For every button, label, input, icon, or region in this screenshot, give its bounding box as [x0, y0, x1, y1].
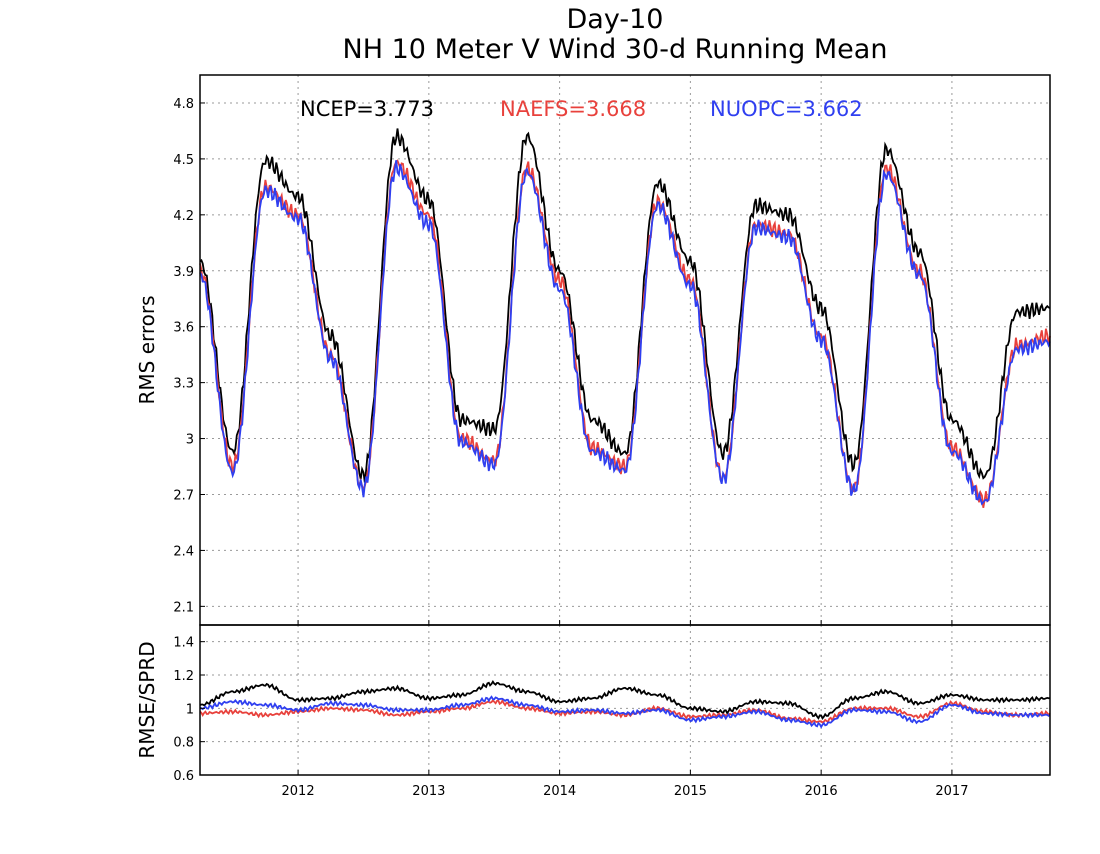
- ytick-label: 4.8: [173, 97, 194, 112]
- bottom-panel-frame: [199, 624, 1051, 776]
- ytick-label: 3.3: [173, 377, 194, 392]
- top-panel-series: [199, 128, 1051, 508]
- ytick-label: 3.6: [173, 321, 194, 336]
- top-panel-grid: [200, 75, 1050, 625]
- ytick-label: 2.4: [173, 544, 194, 559]
- series-line-nuopc-bottom: [199, 695, 1051, 729]
- ytick-label: 1.2: [173, 669, 194, 684]
- ytick-label: 1: [186, 702, 194, 717]
- xtick-label: 2016: [805, 784, 838, 799]
- bottom-ylabel: RMSE/SPRD: [135, 641, 159, 758]
- stat-ncep: NCEP=3.773: [300, 97, 434, 121]
- stat-nuopc: NUOPC=3.662: [710, 97, 863, 121]
- xtick-label: 2015: [674, 784, 707, 799]
- bottom-panel-grid: [200, 625, 1050, 776]
- axis-ticks: 2.1 2.4 2.7 3 3.3 3.6 3.9 4.2 4.5 4.8 0.6 0.8 1 1.2 1.…: [173, 97, 968, 799]
- ytick-label: 3: [186, 433, 194, 448]
- xtick-label: 2012: [282, 784, 315, 799]
- ytick-label: 4.2: [173, 209, 194, 224]
- stat-naefs: NAEFS=3.668: [500, 97, 646, 121]
- ytick-label: 4.5: [173, 153, 194, 168]
- series-line-nuopc-top: [199, 160, 1051, 506]
- series-line-naefs-top: [199, 159, 1051, 508]
- ytick-label: 0.6: [173, 769, 194, 784]
- chart-title-line1: Day-10: [567, 4, 664, 35]
- xtick-label: 2013: [412, 784, 445, 799]
- top-ylabel: RMS errors: [135, 295, 159, 404]
- ytick-label: 3.9: [173, 265, 194, 280]
- ytick-label: 2.1: [173, 600, 194, 615]
- series-line-naefs-bottom: [199, 698, 1051, 724]
- series-line-ncep-bottom: [199, 680, 1051, 720]
- chart-title-line2: NH 10 Meter V Wind 30-d Running Mean: [343, 34, 888, 65]
- ytick-label: 2.7: [173, 488, 194, 503]
- ytick-label: 1.4: [173, 636, 194, 651]
- bottom-panel-series: [199, 680, 1051, 729]
- series-line-ncep-top: [199, 128, 1051, 483]
- xtick-label: 2017: [935, 784, 968, 799]
- ytick-label: 0.8: [173, 736, 194, 751]
- xtick-label: 2014: [543, 784, 576, 799]
